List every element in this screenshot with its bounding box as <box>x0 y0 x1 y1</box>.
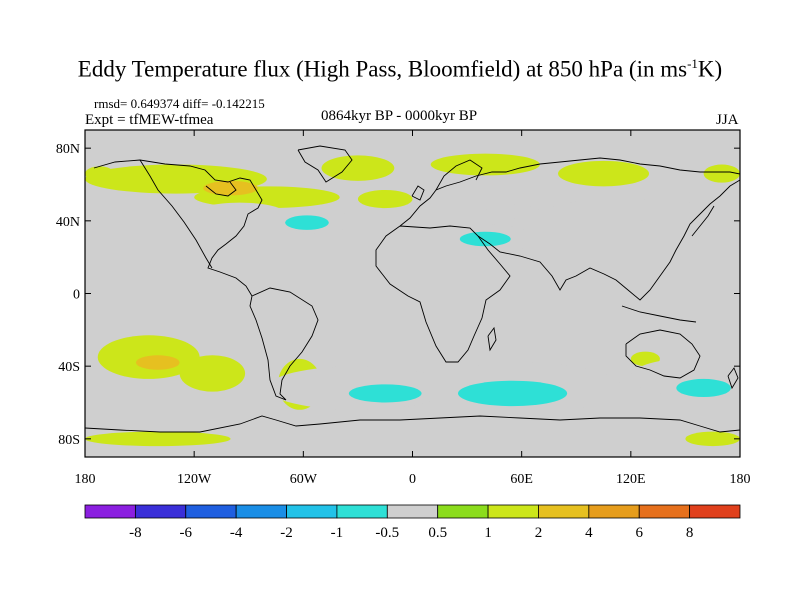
lat-tick-label: 40S <box>58 360 80 375</box>
colorbar-label: 2 <box>535 525 543 541</box>
anomaly-region <box>321 155 395 181</box>
anomaly-region <box>676 378 731 398</box>
south-america-coastline <box>249 287 319 401</box>
colorbar: -8 -6 -4 -2 -1 -0.5 0.5 1 2 4 6 8 <box>84 504 741 541</box>
lon-tick-label: 120E <box>616 472 646 487</box>
title-main: Eddy Temperature flux (High Pass, Bloomf… <box>77 56 688 82</box>
anomaly-region <box>459 231 511 247</box>
colorbar-label: 4 <box>585 525 593 541</box>
australia-coastline <box>625 329 701 379</box>
japan-coastline <box>691 205 715 237</box>
anomaly-field <box>85 153 740 447</box>
lat-tick-label: 40N <box>56 215 80 230</box>
colorbar-swatch <box>588 504 640 519</box>
colorbar-swatch <box>689 504 741 519</box>
anomaly-region <box>203 180 258 196</box>
africa-coastline <box>375 225 511 363</box>
north-america-coastline <box>93 159 263 297</box>
anomaly-region <box>348 384 422 403</box>
colorbar-label: 1 <box>484 525 492 541</box>
colorbar-swatch <box>538 504 590 519</box>
period-label: 0864kyr BP - 0000kyr BP <box>321 108 478 124</box>
colorbar-swatch <box>487 504 539 519</box>
colorbar-swatch <box>235 504 287 519</box>
madagascar-coastline <box>487 326 497 352</box>
scandinavia-coastline <box>435 159 483 191</box>
colorbar-label: -6 <box>180 525 193 541</box>
coastlines <box>85 145 740 433</box>
colorbar-label: -0.5 <box>375 525 399 541</box>
stats-label: rmsd= 0.649374 diff= -0.142215 <box>94 96 265 111</box>
lat-tick-label: 0 <box>73 288 80 303</box>
hudson-bay-coastline <box>205 181 237 197</box>
anomaly-region <box>548 199 713 221</box>
anomaly-region <box>703 164 740 183</box>
europe-coastline <box>399 157 740 227</box>
colorbar-label: -8 <box>129 525 142 541</box>
antarctica-coastline <box>85 415 740 433</box>
anomaly-region <box>630 351 660 367</box>
anomaly-region <box>357 189 413 209</box>
greenland-coastline <box>297 145 353 183</box>
title-tail: K) <box>697 56 723 82</box>
chart-title: Eddy Temperature flux (High Pass, Bloomf… <box>0 56 800 83</box>
anomaly-region <box>179 355 246 392</box>
anomaly-region <box>558 160 650 187</box>
colorbar-swatch <box>437 504 489 519</box>
anomaly-region <box>194 202 286 225</box>
lon-tick-label: 60W <box>290 472 318 487</box>
colorbar-swatch <box>286 504 338 519</box>
lat-tick-label: 80N <box>56 142 80 157</box>
north-america-west-coastline <box>139 159 213 269</box>
colorbar-label: -1 <box>331 525 344 541</box>
anomaly-region <box>285 215 329 230</box>
anomaly-region <box>85 431 231 447</box>
anomaly-region <box>430 153 540 176</box>
experiment-label: Expt = tfMEW-tfmea <box>85 112 214 128</box>
season-label: JJA <box>716 112 739 128</box>
colorbar-swatch <box>84 504 136 519</box>
colorbar-label: 8 <box>686 525 694 541</box>
map-axes: 80N 40N 0 40S 80S 180 120W 60W 0 60E 120E 180 <box>56 130 751 487</box>
new-zealand-coastline <box>727 367 739 390</box>
lon-tick-label: 120W <box>177 472 212 487</box>
colorbar-swatch <box>185 504 237 519</box>
anomaly-region <box>685 431 740 447</box>
anomaly-region <box>485 204 540 220</box>
indonesia-coastline <box>621 305 697 323</box>
lon-tick-label: 60E <box>510 472 533 487</box>
lon-tick-label: 180 <box>75 472 96 487</box>
lon-tick-label: 180 <box>730 472 751 487</box>
colorbar-swatch <box>386 504 439 519</box>
title-unit-exponent: -1 <box>687 56 698 71</box>
lat-tick-label: 80S <box>58 433 80 448</box>
colorbar-label: 0.5 <box>428 525 447 541</box>
colorbar-label: 6 <box>635 525 643 541</box>
anomaly-region <box>457 380 568 407</box>
colorbar-swatch <box>336 504 388 519</box>
map-plot-area <box>84 129 741 458</box>
colorbar-swatch <box>638 504 691 519</box>
colorbar-label: -2 <box>280 525 293 541</box>
british-isles-coastline <box>411 185 425 201</box>
anomaly-region <box>135 355 180 370</box>
colorbar-swatch <box>134 504 187 519</box>
lon-tick-label: 0 <box>409 472 416 487</box>
colorbar-label: -4 <box>230 525 243 541</box>
asia-coastline <box>477 179 740 301</box>
